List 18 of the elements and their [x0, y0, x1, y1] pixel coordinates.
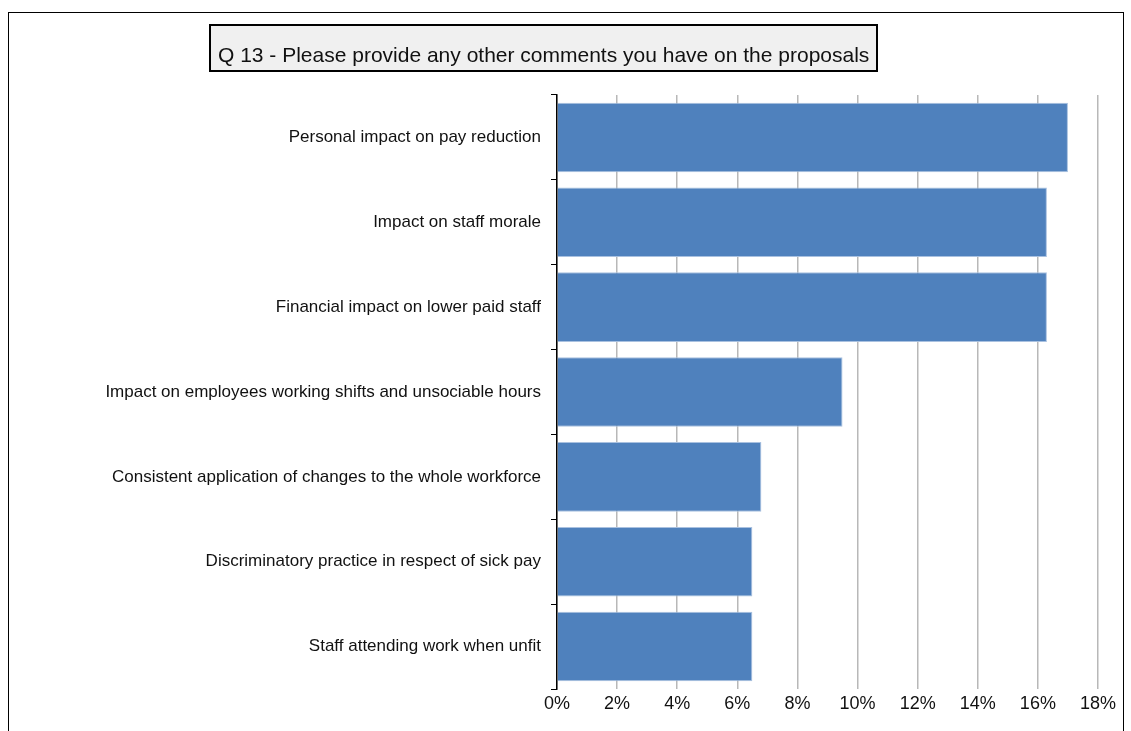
x-tick-label: 0%: [543, 692, 571, 713]
y-tick-label: Staff attending work when unfit: [308, 636, 542, 656]
y-tick-label: Personal impact on pay reduction: [288, 127, 541, 147]
x-tick-label: 8%: [784, 692, 811, 713]
x-tick-label: 18%: [1079, 692, 1117, 713]
chart-title: Q 13 - Please provide any other comments you have on the proposals: [209, 24, 879, 72]
x-tick-label: 4%: [664, 692, 691, 713]
x-tick-label: 12%: [899, 692, 936, 713]
y-tick-label: Impact on staff morale: [373, 211, 541, 231]
y-tick-label: Discriminatory practice in respect of sick pay: [205, 551, 542, 571]
x-tick-label: 6%: [724, 692, 751, 713]
x-tick-label: 2%: [604, 692, 631, 713]
y-tick-label: Consistent application of changes to the whole workforce: [111, 466, 541, 486]
y-tick-label: Impact on employees working shifts and unsociable hours: [105, 381, 541, 401]
x-tick-label: 10%: [839, 692, 876, 713]
x-tick-label: 14%: [959, 692, 996, 713]
x-tick-label: 16%: [1019, 692, 1056, 713]
y-tick-label: Financial impact on lower paid staff: [275, 296, 542, 316]
